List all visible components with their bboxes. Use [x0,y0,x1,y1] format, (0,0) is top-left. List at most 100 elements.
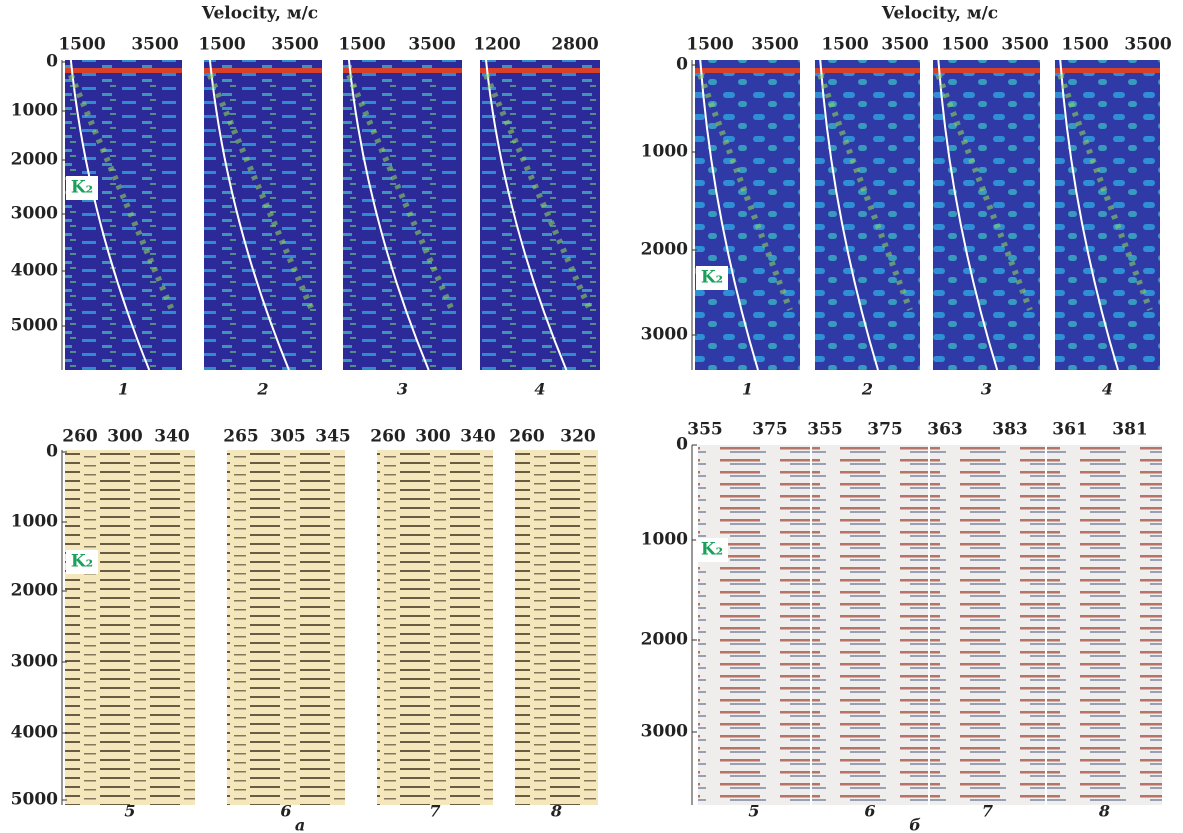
panel-number: 7 [982,802,993,821]
energy-trend [483,73,593,312]
y-tick-label: 0 [46,442,58,462]
top-band [695,68,800,73]
x-tick-label: 260 [509,427,545,447]
energy-trend [935,73,1033,312]
velocity-curve [208,59,290,371]
velocity-panel [695,60,800,370]
x-tick-label: 363 [927,420,963,440]
part-letter: б [909,816,921,833]
top-band [204,68,322,73]
y-tick-label: 3000 [641,722,688,742]
top-band [343,68,462,73]
top-band [815,68,920,73]
y-tick-label: 1000 [11,512,58,532]
y-tick-label: 5000 [11,790,58,810]
y-tick-label: 1000 [11,101,58,121]
panel-number: 6 [280,802,291,821]
energy-trend [346,73,455,312]
panel-number: 8 [1098,802,1110,821]
x-tick-label: 1500 [941,35,988,55]
panel-number: 3 [981,380,992,399]
x-tick-label: 265 [223,427,259,447]
seismic-panel [227,450,345,805]
panel-number: 3 [397,380,408,399]
y-tick-label: 5000 [11,316,58,336]
x-tick-label: 1500 [686,35,733,55]
seismic-panel [1047,445,1162,805]
seismic-panel [515,450,598,805]
x-tick-label: 2800 [551,35,598,55]
velocity-panel [204,60,322,370]
seismic-panel [698,445,810,805]
velocity-title: Velocity, м/с [201,4,318,24]
y-tick-label: 3000 [641,325,688,345]
x-tick-label: 3500 [131,35,178,55]
label-box [66,176,98,200]
y-tick-label: 1000 [641,142,688,162]
velocity-curve [69,59,151,371]
velocity-panel [1055,60,1160,370]
velocity-panel [815,60,920,370]
velocity-title: Velocity, м/с [881,4,998,24]
panel-number: 4 [534,380,545,399]
seismic-panel [930,445,1045,805]
y-tick-label: 2000 [11,581,58,601]
y-tick-label: 2000 [641,630,688,650]
label-box [696,266,728,290]
y-tick-label: 1000 [641,530,688,550]
velocity-curve [485,59,568,371]
velocity-curve [819,59,879,371]
energy-trend [207,73,315,312]
x-tick-label: 1500 [1061,35,1108,55]
x-tick-label: 1500 [821,35,868,55]
panel-number: 1 [118,380,129,399]
panel-number: 7 [429,802,440,821]
x-tick-label: 3500 [408,35,455,55]
x-tick-label: 3500 [751,35,798,55]
y-tick-label: 0 [46,52,58,72]
seismic-panel [377,450,493,805]
velocity-curve [699,59,759,371]
velocity-curve [347,59,430,371]
panel-number: 4 [1102,380,1113,399]
velocity-panel [933,60,1040,370]
x-tick-label: 320 [560,427,596,447]
x-tick-label: 3500 [271,35,318,55]
panel-number: 6 [864,802,875,821]
y-tick-label: 4000 [11,723,58,743]
x-tick-label: 305 [270,427,306,447]
label-box [696,538,728,562]
y-tick-label: 2000 [641,240,688,260]
top-band [65,68,182,73]
x-tick-label: 3500 [881,35,928,55]
x-tick-label: 340 [460,427,496,447]
velocity-curve [937,59,999,371]
y-tick-label: 0 [676,55,688,75]
top-band [933,68,1040,73]
velocity-panel [343,60,462,370]
panel-number: 2 [256,380,268,399]
x-tick-label: 361 [1052,420,1088,440]
y-tick-label: 3000 [11,652,58,672]
velocity-curve [1059,59,1119,371]
part-letter: а [295,816,305,833]
x-tick-label: 381 [1112,420,1148,440]
energy-trend [1057,73,1153,312]
horizon-label: K₂ [701,268,723,288]
panel-number: 5 [748,802,759,821]
horizon-label: K₂ [71,552,93,572]
energy-trend [697,73,793,312]
y-tick-label: 0 [676,435,688,455]
x-tick-label: 355 [807,420,843,440]
x-tick-label: 1200 [473,35,520,55]
x-tick-label: 3500 [1001,35,1048,55]
panel-number: 5 [124,802,135,821]
seismic-panel [812,445,928,805]
x-tick-label: 260 [370,427,406,447]
x-tick-label: 355 [687,420,723,440]
x-tick-label: 375 [752,420,788,440]
horizon-label: K₂ [71,178,93,198]
x-tick-label: 345 [315,427,351,447]
x-tick-label: 300 [107,427,143,447]
